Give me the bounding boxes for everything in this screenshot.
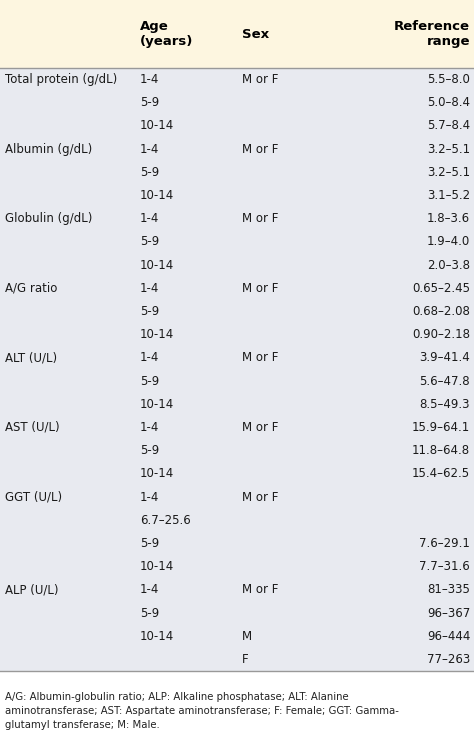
Text: GGT (U/L): GGT (U/L) [5,490,62,504]
Text: 1.8–3.6: 1.8–3.6 [427,213,470,225]
Text: 5.6–47.8: 5.6–47.8 [419,375,470,388]
Text: M or F: M or F [242,143,278,155]
Text: M or F: M or F [242,213,278,225]
Text: Age
(years): Age (years) [140,20,193,48]
Text: 5-9: 5-9 [140,236,159,249]
Text: Albumin (g/dL): Albumin (g/dL) [5,143,92,155]
Text: M or F: M or F [242,73,278,86]
Text: 1-4: 1-4 [140,584,159,596]
Text: 77–263: 77–263 [427,653,470,666]
Text: 5.5–8.0: 5.5–8.0 [428,73,470,86]
Text: F: F [242,653,248,666]
Text: Reference
range: Reference range [394,20,470,48]
Text: 3.9–41.4: 3.9–41.4 [419,351,470,364]
Text: 5-9: 5-9 [140,537,159,550]
Text: ALT (U/L): ALT (U/L) [5,351,57,364]
Text: 1-4: 1-4 [140,490,159,504]
Bar [0,671,474,751]
Text: 5.7–8.4: 5.7–8.4 [427,119,470,132]
Text: 3.1–5.2: 3.1–5.2 [427,189,470,202]
Text: 8.5–49.3: 8.5–49.3 [419,398,470,411]
Text: 10-14: 10-14 [140,258,174,272]
Text: 1-4: 1-4 [140,351,159,364]
Text: 3.2–5.1: 3.2–5.1 [427,166,470,179]
Text: 0.90–2.18: 0.90–2.18 [412,328,470,341]
Text: 5-9: 5-9 [140,375,159,388]
Text: 1-4: 1-4 [140,282,159,295]
Bar [0,0,474,68]
Text: 10-14: 10-14 [140,189,174,202]
Text: M or F: M or F [242,490,278,504]
Text: 1-4: 1-4 [140,73,159,86]
Text: 15.9–64.1: 15.9–64.1 [412,421,470,434]
Text: M or F: M or F [242,351,278,364]
Text: 10-14: 10-14 [140,119,174,132]
Text: 1.9–4.0: 1.9–4.0 [427,236,470,249]
Text: 5-9: 5-9 [140,305,159,318]
Text: 10-14: 10-14 [140,467,174,481]
Text: 10-14: 10-14 [140,560,174,573]
Text: 5-9: 5-9 [140,166,159,179]
Text: M or F: M or F [242,421,278,434]
Text: AST (U/L): AST (U/L) [5,421,59,434]
Text: M or F: M or F [242,584,278,596]
Text: A/G: Albumin-globulin ratio; ALP: Alkaline phosphatase; ALT: Alanine
aminotransf: A/G: Albumin-globulin ratio; ALP: Alkali… [5,692,399,730]
Text: 0.68–2.08: 0.68–2.08 [412,305,470,318]
Text: Sex: Sex [242,28,269,41]
Text: 10-14: 10-14 [140,629,174,643]
Text: 7.7–31.6: 7.7–31.6 [419,560,470,573]
Text: 10-14: 10-14 [140,398,174,411]
Text: 11.8–64.8: 11.8–64.8 [412,444,470,457]
Text: 2.0–3.8: 2.0–3.8 [427,258,470,272]
Text: M: M [242,629,252,643]
Text: 10-14: 10-14 [140,328,174,341]
Text: 81–335: 81–335 [428,584,470,596]
Text: 5.0–8.4: 5.0–8.4 [427,96,470,110]
Text: 6.7–25.6: 6.7–25.6 [140,514,191,526]
Text: 5-9: 5-9 [140,96,159,110]
Text: 96–367: 96–367 [427,607,470,620]
Text: 5-9: 5-9 [140,607,159,620]
Text: M or F: M or F [242,282,278,295]
Text: Total protein (g/dL): Total protein (g/dL) [5,73,117,86]
Text: 96–444: 96–444 [427,629,470,643]
Text: 15.4–62.5: 15.4–62.5 [412,467,470,481]
Text: 0.65–2.45: 0.65–2.45 [412,282,470,295]
Text: 1-4: 1-4 [140,213,159,225]
Text: 1-4: 1-4 [140,421,159,434]
Text: 5-9: 5-9 [140,444,159,457]
Bar [0,68,474,671]
Text: Globulin (g/dL): Globulin (g/dL) [5,213,92,225]
Text: 3.2–5.1: 3.2–5.1 [427,143,470,155]
Text: 7.6–29.1: 7.6–29.1 [419,537,470,550]
Text: 1-4: 1-4 [140,143,159,155]
Text: ALP (U/L): ALP (U/L) [5,584,58,596]
Text: A/G ratio: A/G ratio [5,282,57,295]
